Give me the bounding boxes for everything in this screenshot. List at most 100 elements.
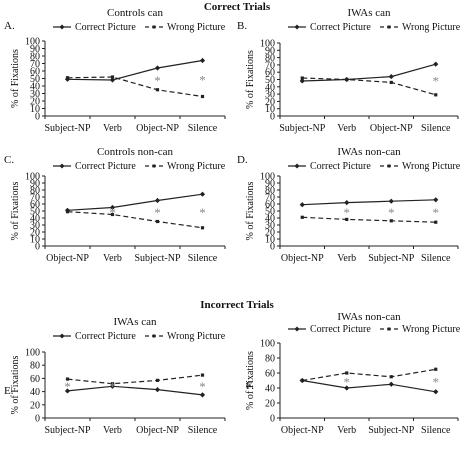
y-tick-label: 100 — [260, 339, 275, 350]
series-line-correct — [302, 63, 436, 82]
data-point-wrong — [389, 219, 393, 223]
series-line-correct — [302, 379, 436, 393]
panel-letter: A. — [4, 20, 15, 32]
y-tick-label: 100 — [25, 348, 40, 359]
legend-label-correct: Correct Picture — [310, 161, 371, 172]
legend-label-wrong: Wrong Picture — [167, 22, 226, 33]
y-tick-label: 80 — [265, 354, 275, 365]
data-point-wrong — [65, 210, 70, 214]
significance-asterisk: * — [388, 205, 395, 220]
legend-label-wrong: Wrong Picture — [402, 22, 461, 33]
y-tick-label: 0 — [270, 414, 275, 425]
series-line-correct — [67, 385, 203, 396]
legend-label-correct: Correct Picture — [75, 22, 136, 33]
y-tick-label: 70 — [265, 193, 275, 204]
series-line-correct — [302, 199, 436, 206]
chart-panel-1: Controls can A. Correct Picture Wrong Pictu… — [4, 7, 226, 134]
panel-letter: C. — [4, 154, 14, 166]
data-point-correct — [154, 197, 161, 204]
legend-marker-wrong — [152, 334, 156, 338]
y-tick-label: 10 — [30, 104, 40, 115]
series-line-wrong — [302, 368, 436, 382]
data-point-wrong — [300, 76, 304, 80]
significance-asterisk: * — [109, 205, 116, 220]
y-tick-label: 10 — [265, 235, 275, 246]
chart-panel-6: IWAs non-can F. Correct Picture Wrong Pictu… — [245, 311, 461, 436]
y-tick-label: 80 — [30, 186, 40, 197]
legend-marker-correct — [294, 163, 300, 169]
y-tick-label: 40 — [265, 214, 275, 225]
panel-letter: B. — [237, 20, 247, 32]
y-tick-label: 40 — [30, 214, 40, 225]
legend-label-correct: Correct Picture — [310, 22, 371, 33]
y-tick-label: 10 — [265, 104, 275, 115]
series-line-correct — [67, 59, 203, 81]
legend-label-correct: Correct Picture — [75, 331, 136, 342]
data-point-correct — [388, 198, 394, 204]
y-tick-label: 60 — [265, 369, 275, 380]
legend-marker-wrong — [387, 327, 391, 331]
significance-asterisk: * — [433, 74, 440, 89]
data-point-wrong — [65, 377, 70, 381]
significance-asterisk: * — [109, 379, 116, 394]
data-point-correct — [154, 387, 161, 393]
y-tick-label: 70 — [30, 193, 40, 204]
x-tick-label: Verb — [337, 425, 356, 436]
data-point-correct — [344, 200, 350, 206]
x-tick-label: Verb — [103, 425, 122, 436]
legend-label-correct: Correct Picture — [75, 161, 136, 172]
data-point-correct — [388, 73, 394, 80]
y-axis-label: % of Fixations — [10, 49, 21, 108]
series-line-wrong — [302, 77, 436, 96]
legend-marker-wrong — [152, 164, 156, 168]
legend-label-correct: Correct Picture — [310, 324, 371, 335]
legend-marker-wrong — [152, 25, 156, 29]
y-tick-label: 60 — [265, 200, 275, 211]
y-tick-label: 50 — [265, 207, 275, 218]
chart-panel-3: Controls non-can C. Correct Picture Wrong P… — [4, 146, 226, 264]
y-tick-label: 0 — [35, 242, 40, 253]
y-tick-label: 60 — [30, 374, 40, 385]
x-tick-label: Verb — [103, 253, 122, 264]
x-tick-label: Object-NP — [46, 253, 89, 264]
y-tick-label: 90 — [265, 179, 275, 190]
y-axis-label: % of Fixations — [245, 351, 256, 410]
data-point-wrong — [389, 375, 393, 379]
series-line-wrong — [302, 216, 436, 223]
significance-asterisk: * — [199, 379, 206, 394]
data-point-wrong — [434, 93, 438, 97]
legend-marker-wrong — [387, 164, 391, 168]
y-tick-label: 20 — [265, 399, 275, 410]
significance-asterisk: * — [64, 379, 71, 394]
x-tick-label: Silence — [421, 253, 451, 264]
data-point-wrong — [155, 88, 160, 92]
data-point-wrong — [200, 373, 205, 377]
significance-asterisk: * — [344, 205, 351, 220]
section-title-correct-trials: Correct Trials — [203, 1, 271, 13]
y-tick-label: 100 — [260, 172, 275, 183]
y-tick-label: 80 — [265, 53, 275, 64]
data-point-wrong — [434, 367, 438, 371]
y-tick-label: 50 — [265, 75, 275, 86]
chart-title: IWAs non-can — [337, 146, 401, 158]
y-tick-label: 40 — [30, 82, 40, 93]
data-point-correct — [344, 385, 350, 391]
significance-asterisk: * — [199, 73, 206, 88]
legend-marker-correct — [294, 24, 300, 30]
data-point-wrong — [345, 371, 349, 375]
data-point-correct — [433, 389, 439, 395]
y-tick-label: 80 — [30, 361, 40, 372]
y-tick-label: 20 — [265, 97, 275, 108]
series-line-correct — [67, 193, 203, 211]
data-point-correct — [109, 204, 116, 211]
chart-panel-5: IWAs can E. Correct Picture Wrong Picture 0 2… — [4, 316, 226, 436]
y-tick-label: 30 — [265, 90, 275, 101]
chart-title: IWAs can — [347, 7, 391, 19]
x-tick-label: Object-NP — [136, 123, 179, 134]
y-axis-label: % of Fixations — [245, 181, 256, 240]
series-line-wrong — [67, 374, 203, 385]
data-point-correct — [199, 191, 206, 197]
legend-label-wrong: Wrong Picture — [402, 161, 461, 172]
